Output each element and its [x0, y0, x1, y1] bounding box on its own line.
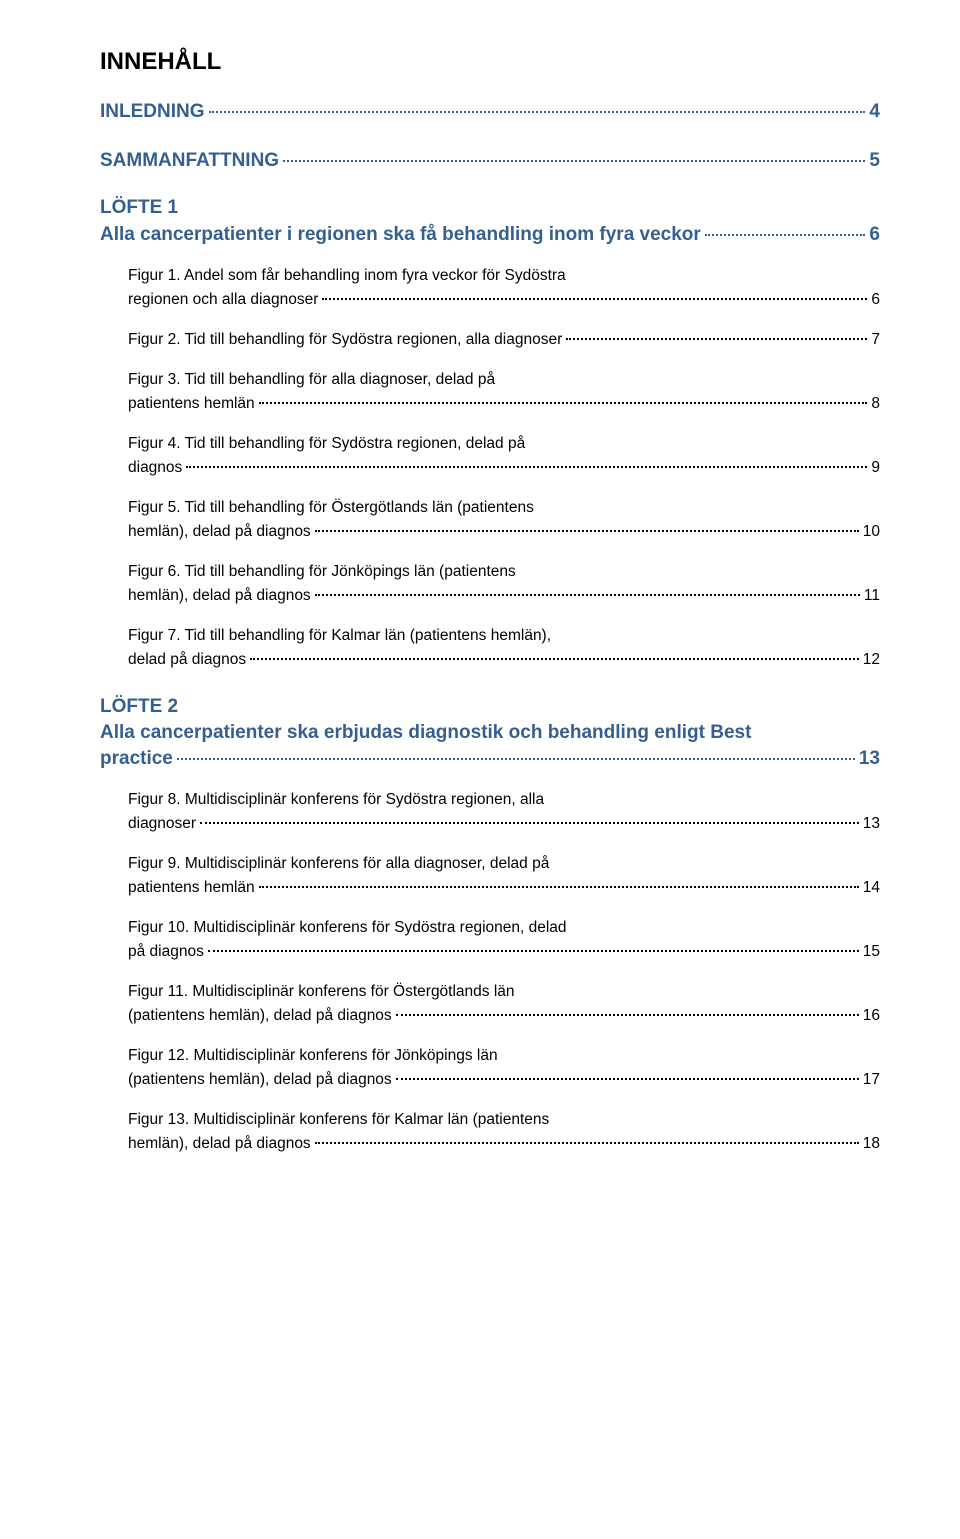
toc-section-lofte1[interactable]: Alla cancerpatienter i regionen ska få b… [100, 221, 880, 248]
toc-label-line2: patientens hemlän [128, 392, 255, 416]
toc-figure-8[interactable]: Figur 8. Multidisciplinär konferens för … [100, 788, 880, 836]
toc-label-line2: delad på diagnos [128, 648, 246, 672]
toc-leader [322, 284, 867, 300]
toc-page-number: 14 [863, 876, 880, 900]
toc-leader [566, 324, 867, 340]
toc-label-line2: patientens hemlän [128, 876, 255, 900]
toc-label: Alla cancerpatienter i regionen ska få b… [100, 222, 701, 248]
toc-page-number: 16 [863, 1004, 880, 1028]
toc-leader [177, 741, 855, 760]
toc-figure-1[interactable]: Figur 1. Andel som får behandling inom f… [100, 264, 880, 312]
toc-leader [315, 516, 859, 532]
toc-figure-7[interactable]: Figur 7. Tid till behandling för Kalmar … [100, 624, 880, 672]
toc-leader [186, 452, 867, 468]
toc-leader [209, 94, 866, 113]
toc-page-number: 11 [864, 584, 880, 608]
toc-label: SAMMANFATTNING [100, 148, 279, 174]
toc-label: Figur 2. Tid till behandling för Sydöstr… [128, 328, 562, 352]
toc-page-number: 13 [863, 812, 880, 836]
toc-label-line2: (patientens hemlän), delad på diagnos [128, 1004, 392, 1028]
toc-section-lofte2-head: LÖFTE 2 [100, 694, 880, 720]
toc-leader [315, 580, 860, 596]
toc-page-number: 17 [863, 1068, 880, 1092]
toc-page-number: 13 [859, 746, 880, 772]
toc-figure-2[interactable]: Figur 2. Tid till behandling för Sydöstr… [100, 328, 880, 352]
toc-page-number: 10 [863, 520, 880, 544]
toc-leader [283, 143, 865, 162]
toc-label-line2: (patientens hemlän), delad på diagnos [128, 1068, 392, 1092]
toc-leader [705, 217, 866, 236]
toc-page-number: 6 [869, 222, 880, 248]
toc-leader [208, 936, 859, 952]
toc-label-line2: hemlän), delad på diagnos [128, 584, 311, 608]
toc-label-line2: hemlän), delad på diagnos [128, 1132, 311, 1156]
toc-page-number: 6 [871, 288, 880, 312]
toc-section-sammanfattning[interactable]: SAMMANFATTNING 5 [100, 147, 880, 174]
toc-label-line2: regionen och alla diagnoser [128, 288, 318, 312]
toc-label-line2: diagnos [128, 456, 182, 480]
toc-label-line2: på diagnos [128, 940, 204, 964]
toc-figure-13[interactable]: Figur 13. Multidisciplinär konferens för… [100, 1108, 880, 1156]
toc-leader [259, 388, 868, 404]
toc-page-number: 8 [871, 392, 880, 416]
toc-page-number: 15 [863, 940, 880, 964]
toc-leader [259, 872, 859, 888]
toc-leader [396, 1000, 859, 1016]
toc-figure-4[interactable]: Figur 4. Tid till behandling för Sydöstr… [100, 432, 880, 480]
toc-label: INLEDNING [100, 99, 205, 125]
toc-figure-9[interactable]: Figur 9. Multidisciplinär konferens för … [100, 852, 880, 900]
toc-label-line2: hemlän), delad på diagnos [128, 520, 311, 544]
toc-page-number: 4 [869, 99, 880, 125]
toc-leader [396, 1064, 859, 1080]
toc-page-number: 9 [871, 456, 880, 480]
toc-label-line2: diagnoser [128, 812, 196, 836]
toc-figure-3[interactable]: Figur 3. Tid till behandling för alla di… [100, 368, 880, 416]
toc-page-number: 7 [871, 328, 880, 352]
toc-page-number: 12 [863, 648, 880, 672]
toc-leader [200, 808, 859, 824]
toc-figure-10[interactable]: Figur 10. Multidisciplinär konferens för… [100, 916, 880, 964]
toc-figure-6[interactable]: Figur 6. Tid till behandling för Jönköpi… [100, 560, 880, 608]
toc-leader [250, 644, 859, 660]
toc-section-lofte2[interactable]: practice 13 [100, 745, 880, 772]
page-title: INNEHÅLL [100, 48, 880, 76]
toc-leader [315, 1128, 859, 1144]
toc-page-number: 5 [869, 148, 880, 174]
toc-figure-5[interactable]: Figur 5. Tid till behandling för Östergö… [100, 496, 880, 544]
toc-section-inledning[interactable]: INLEDNING 4 [100, 98, 880, 125]
toc-figure-11[interactable]: Figur 11. Multidisciplinär konferens för… [100, 980, 880, 1028]
toc-figure-12[interactable]: Figur 12. Multidisciplinär konferens för… [100, 1044, 880, 1092]
toc-label: practice [100, 746, 173, 772]
toc-page-number: 18 [863, 1132, 880, 1156]
